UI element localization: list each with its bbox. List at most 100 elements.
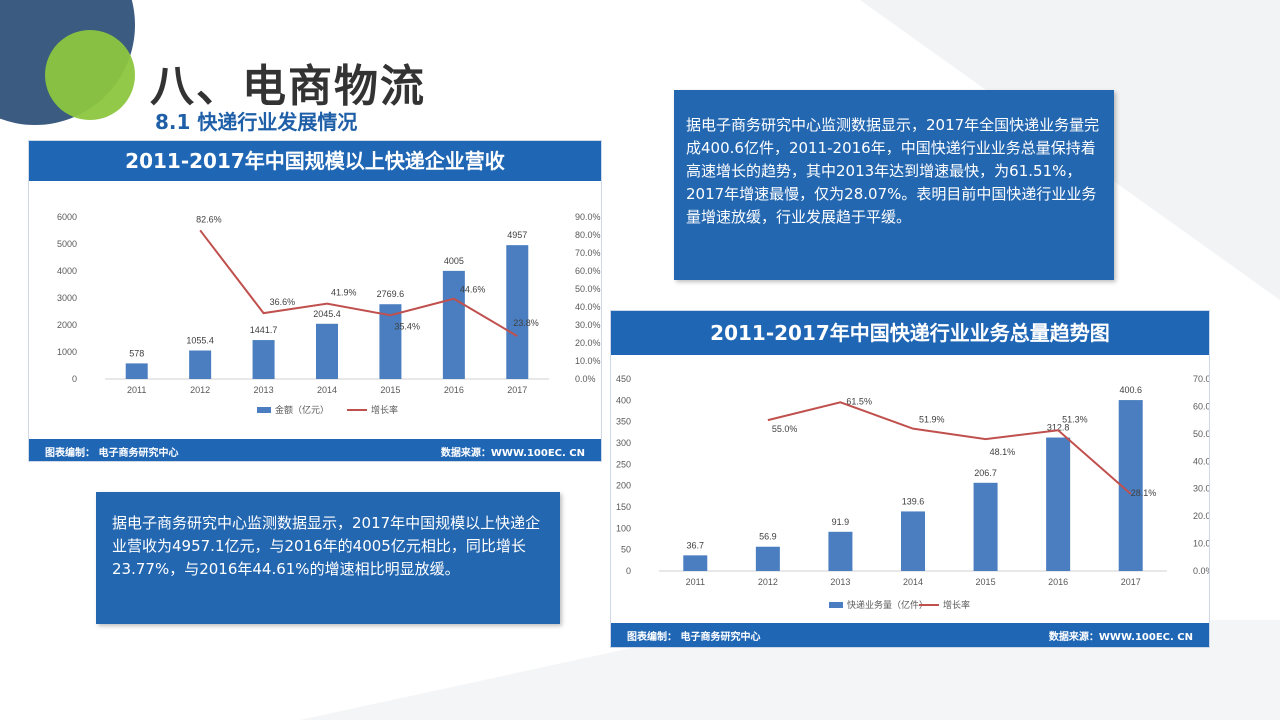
bar (125, 363, 148, 379)
y2-tick-label: 30.0% (1193, 484, 1209, 494)
chart-svg: 0 1000 2000 3000 4000 5000 6000 0.0% 10.0% 20.0% 3… (57, 212, 601, 415)
x-tick-label: 2015 (380, 385, 400, 395)
bar (901, 511, 925, 571)
text-box-revenue-summary: 据电子商务研究中心监测数据显示，2017年中国规模以上快递企业营收为4957.1… (96, 492, 560, 624)
y2-tick-label: 20.0% (1193, 511, 1209, 521)
chart-footer: 图表编制： 电子商务研究中心 数据来源：WWW.100EC. CN (29, 439, 601, 461)
x-tick-label: 2017 (1121, 577, 1141, 587)
x-tick-label: 2014 (317, 385, 337, 395)
y-tick-label: 200 (616, 481, 631, 491)
bar-value-label: 1055.4 (186, 336, 214, 346)
legend-bar-swatch (257, 407, 271, 413)
y-tick-label: 150 (616, 502, 631, 512)
x-tick-label: 2015 (976, 577, 996, 587)
text-box-volume-summary: 据电子商务研究中心监测数据显示，2017年全国快递业务量完成400.6亿件，20… (674, 90, 1114, 280)
y-tick-label: 100 (616, 523, 631, 533)
y-tick-label: 450 (616, 374, 631, 384)
chart-title: 2011-2017年中国规模以上快递企业营收 (29, 141, 601, 181)
line-value-label: 23.8% (513, 318, 539, 328)
bar (755, 546, 780, 571)
line-value-label: 82.6% (196, 214, 222, 224)
x-tick-label: 2012 (190, 385, 210, 395)
growth-line (199, 229, 518, 338)
y-tick-label: 250 (616, 459, 631, 469)
bar (379, 304, 402, 379)
y-tick-label: 4000 (57, 266, 77, 276)
chart-source: 数据来源：WWW.100EC. CN (440, 448, 585, 459)
chart-panel-volume: 2011-2017年中国快递行业业务总量趋势图 0 50 100 150 200 250 3… (610, 310, 1210, 648)
x-tick-label: 2012 (758, 577, 778, 587)
chart-source: 数据来源：WWW.100EC. CN (1048, 632, 1193, 643)
chart-credit: 图表编制： 电子商务研究中心 (627, 632, 761, 643)
y2-tick-label: 60.0% (1193, 401, 1209, 411)
x-tick-label: 2011 (127, 385, 146, 395)
bar (189, 350, 212, 379)
bar-value-label: 2045.4 (313, 309, 341, 319)
text-box-content: 据电子商务研究中心监测数据显示，2017年中国规模以上快递企业营收为4957.1… (112, 514, 541, 578)
line-value-label: 51.3% (1062, 414, 1088, 424)
bar (1118, 400, 1143, 571)
bar (683, 555, 708, 571)
bar-value-label: 206.7 (974, 468, 997, 478)
y2-tick-label: 70.0% (1193, 374, 1209, 384)
y2-tick-label: 30.0% (575, 320, 601, 330)
y-tick-label: 3000 (57, 293, 77, 303)
bar-value-label: 4005 (444, 256, 464, 266)
line-value-label: 44.6% (460, 285, 486, 295)
chart-title: 2011-2017年中国快递行业业务总量趋势图 (611, 311, 1209, 355)
slide-title: 八、电商物流 (150, 61, 426, 112)
legend-label: 金额（亿元） (275, 404, 329, 415)
bar-value-label: 56.9 (759, 532, 777, 542)
line-value-label: 61.5% (846, 396, 872, 406)
y-tick-label: 400 (616, 395, 631, 405)
y-tick-label: 5000 (57, 239, 77, 249)
y2-tick-label: 0.0% (1193, 566, 1209, 576)
y-tick-label: 1000 (57, 347, 77, 357)
y2-tick-label: 10.0% (575, 356, 601, 366)
y-tick-label: 300 (616, 438, 631, 448)
x-tick-label: 2014 (903, 577, 923, 587)
y-tick-label: 6000 (57, 212, 77, 222)
slide-subtitle: 8.1 快递行业发展情况 (155, 110, 358, 134)
y2-tick-label: 20.0% (575, 338, 601, 348)
bar-value-label: 1441.7 (250, 325, 278, 335)
y2-tick-label: 90.0% (575, 212, 601, 222)
bar (252, 340, 275, 379)
y2-tick-label: 50.0% (1193, 429, 1209, 439)
chart-credit: 图表编制： 电子商务研究中心 (45, 448, 179, 459)
y-tick-label: 50 (621, 545, 631, 555)
y2-tick-label: 0.0% (575, 374, 596, 384)
legend-label: 增长率 (371, 404, 398, 415)
chart-svg: 0 50 100 150 200 250 300 350 400 450 0.0% 10.0% 20.0… (616, 374, 1209, 610)
bar-value-label: 400.6 (1119, 385, 1142, 395)
bar-value-label: 2769.6 (377, 289, 405, 299)
y-tick-label: 0 (72, 374, 77, 384)
y-tick-label: 2000 (57, 320, 77, 330)
x-tick-label: 2017 (507, 385, 527, 395)
line-value-label: 36.6% (270, 297, 296, 307)
bar-value-label: 36.7 (687, 540, 705, 550)
line-value-label: 28.1% (1131, 488, 1157, 498)
line-value-label: 35.4% (394, 321, 420, 331)
y2-tick-label: 60.0% (575, 266, 601, 276)
legend-label: 快递业务量（亿件） (847, 599, 928, 610)
y2-tick-label: 70.0% (575, 248, 601, 258)
bar-value-label: 4957 (507, 230, 527, 240)
x-tick-label: 2013 (830, 577, 850, 587)
decor-circle-green (45, 30, 135, 120)
line-value-label: 48.1% (990, 447, 1016, 457)
legend-bar-swatch (829, 602, 843, 608)
bar (973, 482, 998, 571)
x-tick-label: 2013 (254, 385, 274, 395)
bar-value-label: 312.8 (1047, 423, 1070, 433)
x-tick-label: 2011 (686, 577, 705, 587)
y-tick-label: 350 (616, 417, 631, 427)
y2-tick-label: 40.0% (1193, 456, 1209, 466)
bar (316, 323, 338, 379)
bar (828, 531, 853, 571)
y2-tick-label: 10.0% (1193, 539, 1209, 549)
chart-panel-revenue: 2011-2017年中国规模以上快递企业营收 0 1000 2000 3000 4000… (28, 140, 602, 462)
y2-tick-label: 50.0% (575, 284, 601, 294)
bar (506, 245, 529, 379)
bar (1046, 437, 1071, 571)
